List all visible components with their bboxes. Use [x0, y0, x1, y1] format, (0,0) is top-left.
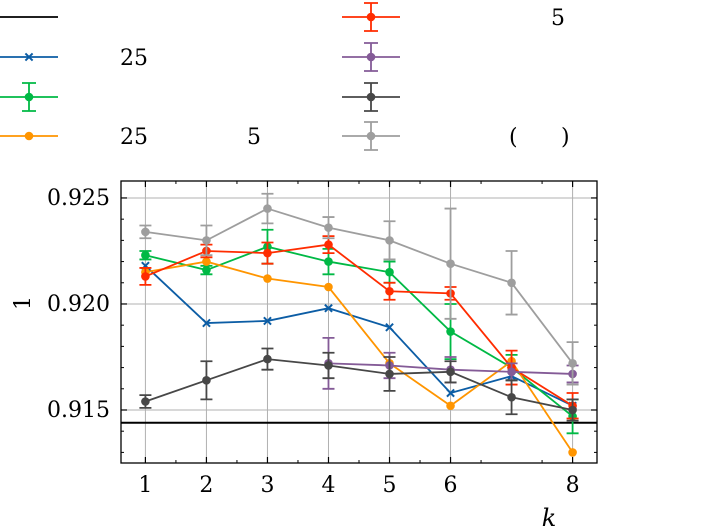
legend-marker — [24, 52, 34, 62]
data-point — [202, 265, 211, 275]
legend-label: 25 — [120, 46, 148, 71]
data-point — [141, 272, 150, 281]
series-line — [145, 260, 574, 453]
legend-marker — [366, 92, 376, 102]
data-point — [446, 327, 455, 336]
series-line — [144, 265, 573, 407]
legend-label: 5 — [247, 125, 261, 150]
legend-label: ( — [509, 125, 518, 150]
data-point — [141, 397, 150, 406]
legend-entry-2 — [0, 82, 58, 112]
series-7 — [139, 192, 579, 386]
legend-marker — [24, 131, 34, 141]
series-6 — [139, 347, 579, 422]
legend-label: 5 — [551, 6, 565, 31]
data-point — [507, 367, 516, 377]
data-point — [324, 223, 333, 232]
data-point — [324, 240, 333, 249]
data-point — [568, 448, 577, 457]
series-line — [145, 358, 573, 411]
data-point — [141, 250, 150, 260]
series-line — [145, 207, 574, 364]
data-point — [263, 248, 272, 258]
axes-frame — [120, 180, 598, 464]
legend-marker — [366, 131, 376, 141]
data-point — [324, 303, 333, 313]
legend-marker — [366, 12, 376, 22]
data-point — [263, 274, 272, 283]
data-point — [568, 359, 577, 368]
legend-entry-7: () — [342, 121, 570, 151]
y-tick-label: 0.915 — [47, 398, 110, 423]
grid — [121, 181, 597, 463]
y-axis-label: 1 — [11, 296, 36, 310]
legend-entry-1: 25 — [0, 46, 148, 71]
data-point — [202, 257, 211, 266]
data-point — [324, 257, 333, 266]
x-tick-label: 1 — [138, 473, 152, 498]
x-tick-label: 3 — [260, 473, 274, 498]
data-point — [446, 401, 455, 411]
legend-entry-3: 25 5 — [0, 125, 261, 150]
legend: 25 25 5 5 () — [0, 2, 570, 151]
x-tick-label: 4 — [321, 473, 335, 498]
data-point — [202, 236, 211, 245]
x-tick-label: 6 — [444, 473, 458, 498]
data-point — [385, 322, 394, 332]
x-tick-label: 2 — [199, 473, 213, 498]
y-tick-label: 0.925 — [47, 186, 110, 211]
data-point — [324, 282, 333, 292]
y-tick-label: 0.920 — [47, 292, 110, 317]
data-point — [385, 369, 394, 379]
legend-entry-4: 5 — [342, 2, 565, 32]
data-point — [446, 388, 455, 398]
data-point — [446, 367, 455, 377]
legend-marker — [366, 52, 376, 62]
data-point — [385, 236, 394, 245]
data-point — [385, 267, 394, 277]
axes: 1 2 3 4 5 6 8 0.915 0.920 0.925 k 1 — [11, 180, 598, 530]
data-point — [141, 227, 150, 237]
legend-label: 25 — [120, 125, 148, 150]
data-point — [324, 361, 333, 370]
series-line — [145, 243, 574, 407]
data-point — [263, 354, 272, 364]
data-point — [263, 204, 272, 213]
legend-entry-6 — [342, 82, 400, 112]
legend-entry-5 — [342, 42, 400, 72]
x-axis-label: k — [542, 504, 557, 530]
x-tick-label: 8 — [566, 473, 580, 498]
data-point — [263, 316, 272, 326]
plot-area — [121, 192, 597, 457]
legend-marker — [24, 92, 34, 102]
legend-label: ) — [561, 125, 570, 150]
data-point — [507, 392, 516, 402]
x-tick-label: 5 — [383, 473, 397, 498]
data-point — [507, 278, 516, 288]
data-point — [202, 376, 211, 385]
data-point — [446, 259, 455, 268]
data-point — [202, 318, 211, 328]
data-point — [385, 286, 394, 296]
data-point — [568, 405, 577, 415]
